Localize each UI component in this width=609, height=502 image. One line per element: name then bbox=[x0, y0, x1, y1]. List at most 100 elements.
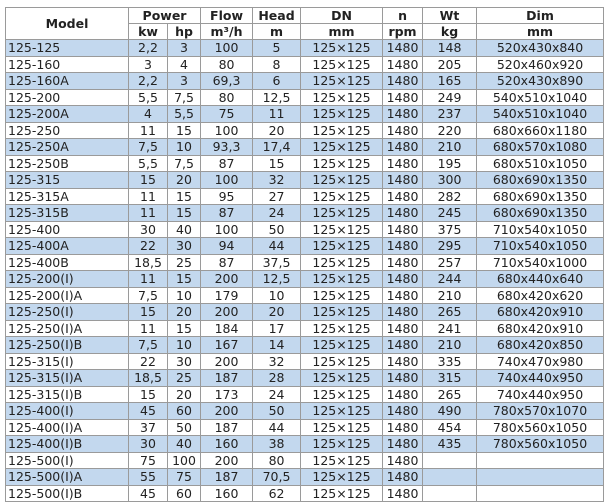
cell-head: 62 bbox=[252, 484, 302, 502]
cell-kw: 45 bbox=[128, 402, 168, 420]
cell-n: 1480 bbox=[382, 121, 424, 139]
cell-flow: 95 bbox=[200, 187, 254, 205]
cell-wt: 220 bbox=[422, 121, 478, 139]
cell-flow: 100 bbox=[200, 220, 254, 238]
cell-kw: 2,2 bbox=[128, 72, 168, 90]
cell-head: 24 bbox=[252, 204, 302, 222]
cell-head: 12,5 bbox=[252, 270, 302, 288]
cell-n: 1480 bbox=[382, 402, 424, 420]
cell-hp: 15 bbox=[166, 187, 202, 205]
header-dn: DN bbox=[300, 7, 384, 24]
cell-kw: 4 bbox=[128, 105, 168, 123]
cell-head: 12,5 bbox=[252, 88, 302, 106]
cell-dn: 125×125 bbox=[300, 253, 384, 271]
cell-model: 125-500(I)B bbox=[5, 484, 129, 502]
cell-n: 1480 bbox=[382, 220, 424, 238]
cell-dn: 125×125 bbox=[300, 204, 384, 222]
cell-model: 125-400B bbox=[5, 253, 129, 271]
cell-wt bbox=[422, 484, 478, 502]
cell-head: 32 bbox=[252, 352, 302, 370]
cell-wt: 295 bbox=[422, 237, 478, 255]
table-row: 125-315(I)B 15 20 173 24 125×125 1480 265 740x44… bbox=[5, 385, 605, 403]
cell-model: 125-125 bbox=[5, 39, 129, 57]
cell-dn: 125×125 bbox=[300, 154, 384, 172]
cell-wt bbox=[422, 468, 478, 486]
cell-flow: 187 bbox=[200, 468, 254, 486]
cell-model: 125-250(I)A bbox=[5, 319, 129, 337]
cell-dim: 520x460x920 bbox=[476, 55, 605, 73]
cell-dn: 125×125 bbox=[300, 336, 384, 354]
cell-flow: 200 bbox=[200, 402, 254, 420]
cell-hp: 30 bbox=[166, 237, 202, 255]
cell-n: 1480 bbox=[382, 418, 424, 436]
cell-dn: 125×125 bbox=[300, 402, 384, 420]
cell-n: 1480 bbox=[382, 270, 424, 288]
cell-flow: 80 bbox=[200, 55, 254, 73]
cell-kw: 15 bbox=[128, 385, 168, 403]
cell-model: 125-250(I) bbox=[5, 303, 129, 321]
cell-wt: 257 bbox=[422, 253, 478, 271]
cell-n: 1480 bbox=[382, 352, 424, 370]
cell-model: 125-315 bbox=[5, 171, 129, 189]
cell-dim: 540x510x1040 bbox=[476, 88, 605, 106]
cell-wt: 282 bbox=[422, 187, 478, 205]
cell-head: 10 bbox=[252, 286, 302, 304]
cell-model: 125-250(I)B bbox=[5, 336, 129, 354]
cell-flow: 93,3 bbox=[200, 138, 254, 156]
cell-dim: 710x540x1050 bbox=[476, 237, 605, 255]
table-row: 125-160A 2,2 3 69,3 6 125×125 1480 165 520x430x8… bbox=[5, 72, 605, 90]
cell-wt: 165 bbox=[422, 72, 478, 90]
cell-flow: 184 bbox=[200, 319, 254, 337]
cell-model: 125-200 bbox=[5, 88, 129, 106]
cell-dim: 680x690x1350 bbox=[476, 171, 605, 189]
unit-wt: kg bbox=[422, 23, 478, 40]
cell-n: 1480 bbox=[382, 55, 424, 73]
cell-flow: 160 bbox=[200, 484, 254, 502]
cell-kw: 3 bbox=[128, 55, 168, 73]
cell-wt bbox=[422, 451, 478, 469]
cell-hp: 15 bbox=[166, 121, 202, 139]
unit-dn: mm bbox=[300, 23, 384, 40]
cell-dn: 125×125 bbox=[300, 451, 384, 469]
cell-n: 1480 bbox=[382, 336, 424, 354]
cell-flow: 87 bbox=[200, 154, 254, 172]
cell-model: 125-315(I)A bbox=[5, 369, 129, 387]
table-row: 125-315B 11 15 87 24 125×125 1480 245 680x690x13… bbox=[5, 204, 605, 222]
cell-head: 70,5 bbox=[252, 468, 302, 486]
cell-dn: 125×125 bbox=[300, 418, 384, 436]
cell-dn: 125×125 bbox=[300, 39, 384, 57]
cell-wt: 335 bbox=[422, 352, 478, 370]
cell-kw: 2,2 bbox=[128, 39, 168, 57]
cell-hp: 60 bbox=[166, 484, 202, 502]
cell-head: 28 bbox=[252, 369, 302, 387]
cell-wt: 435 bbox=[422, 435, 478, 453]
cell-kw: 7,5 bbox=[128, 138, 168, 156]
cell-hp: 7,5 bbox=[166, 154, 202, 172]
table-row: 125-200A 4 5,5 75 11 125×125 1480 237 540x510x10… bbox=[5, 105, 605, 123]
cell-wt: 148 bbox=[422, 39, 478, 57]
cell-dim: 780x560x1050 bbox=[476, 435, 605, 453]
cell-head: 50 bbox=[252, 402, 302, 420]
cell-hp: 60 bbox=[166, 402, 202, 420]
cell-dim: 520x430x890 bbox=[476, 72, 605, 90]
header-n: n bbox=[382, 7, 424, 24]
cell-flow: 160 bbox=[200, 435, 254, 453]
cell-kw: 5,5 bbox=[128, 154, 168, 172]
unit-head: m bbox=[252, 23, 302, 40]
cell-model: 125-400A bbox=[5, 237, 129, 255]
cell-kw: 22 bbox=[128, 237, 168, 255]
cell-dim: 740x440x950 bbox=[476, 385, 605, 403]
cell-n: 1480 bbox=[382, 237, 424, 255]
cell-hp: 25 bbox=[166, 369, 202, 387]
cell-head: 24 bbox=[252, 385, 302, 403]
table-row: 125-500(I) 75 100 200 80 125×125 1480 bbox=[5, 451, 605, 469]
cell-head: 15 bbox=[252, 154, 302, 172]
cell-model: 125-500(I)A bbox=[5, 468, 129, 486]
cell-dim: 680x510x1050 bbox=[476, 154, 605, 172]
cell-wt: 210 bbox=[422, 138, 478, 156]
cell-flow: 167 bbox=[200, 336, 254, 354]
cell-n: 1480 bbox=[382, 105, 424, 123]
cell-model: 125-250A bbox=[5, 138, 129, 156]
cell-n: 1480 bbox=[382, 435, 424, 453]
cell-wt: 245 bbox=[422, 204, 478, 222]
